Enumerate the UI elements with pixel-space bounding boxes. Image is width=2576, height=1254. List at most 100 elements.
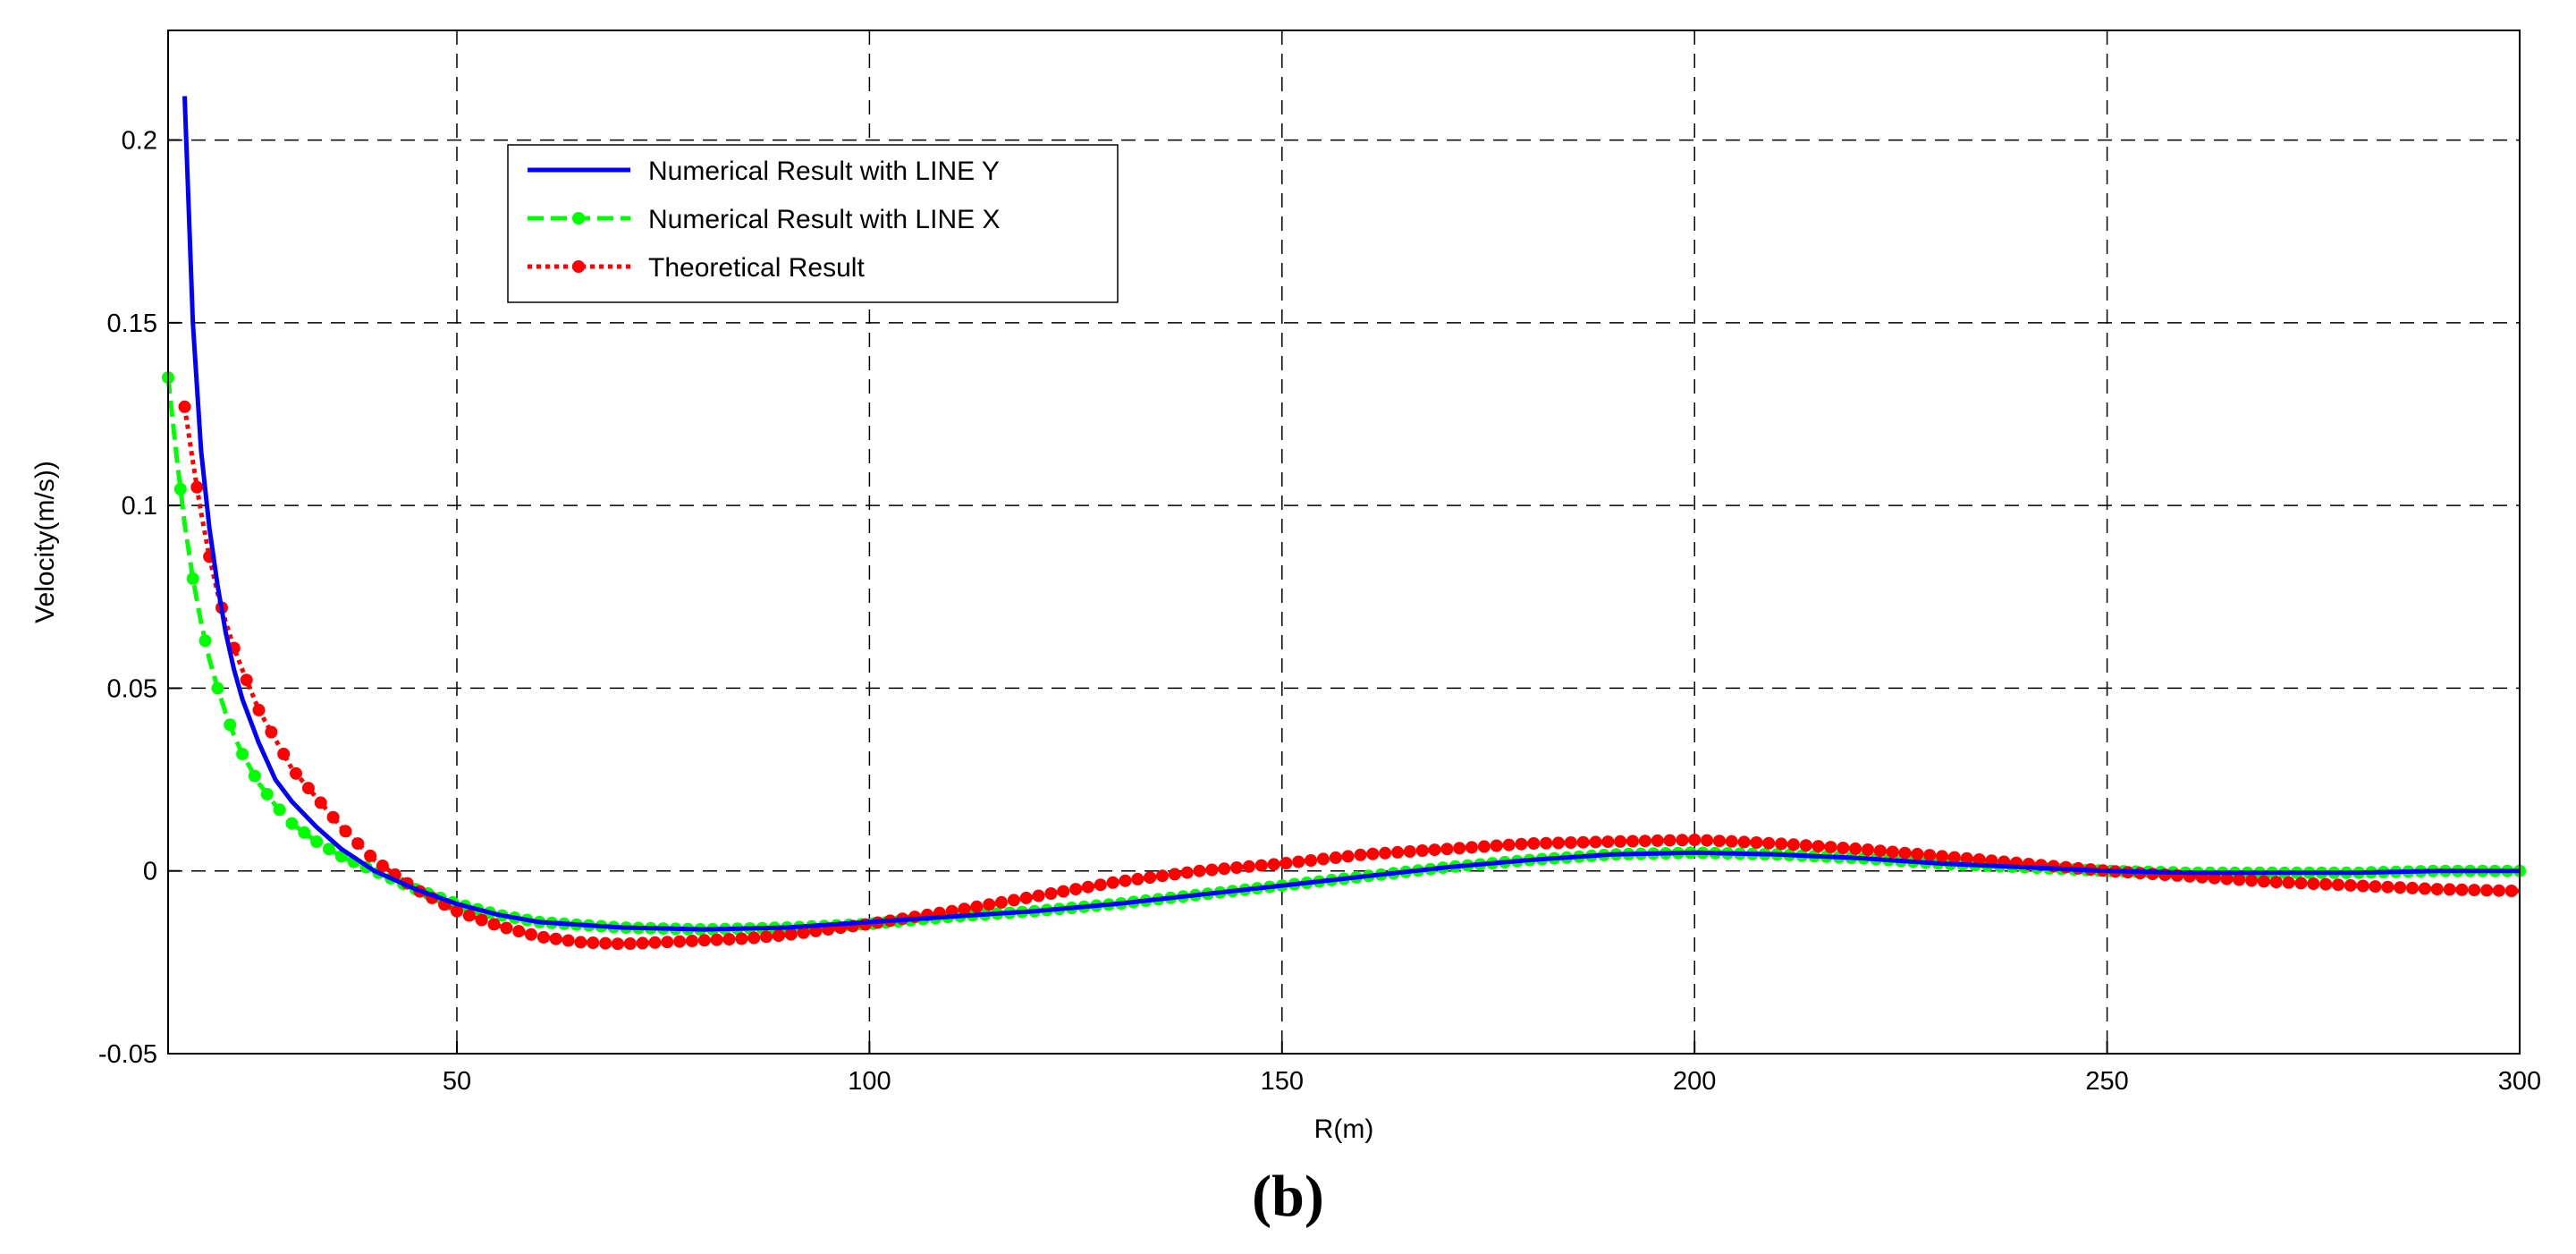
data-point-theoretical <box>1267 858 1280 871</box>
data-point-theoretical <box>1960 852 1973 865</box>
legend-entry-line-y: Numerical Result with LINE Y <box>528 157 1000 186</box>
data-point-theoretical <box>190 480 204 494</box>
x-tick-label: 100 <box>848 1067 891 1096</box>
x-tick-label: 300 <box>2498 1067 2541 1096</box>
data-point-theoretical <box>1119 874 1132 887</box>
data-point-line-x <box>211 682 224 695</box>
y-tick-label: 0.2 <box>122 127 157 156</box>
data-point-theoretical <box>1180 866 1194 879</box>
data-point-theoretical <box>1947 851 1961 864</box>
data-point-theoretical <box>983 898 996 911</box>
data-point-theoretical <box>2307 877 2320 890</box>
data-point-theoretical <box>339 825 352 838</box>
y-axis-title: Velocity(m/s)) <box>30 461 60 623</box>
data-point-theoretical <box>1873 844 1887 858</box>
data-point-theoretical <box>2332 878 2344 892</box>
data-point-theoretical <box>1601 835 1615 849</box>
x-tick-label: 50 <box>443 1067 471 1096</box>
data-point-theoretical <box>475 913 488 927</box>
data-point-theoretical <box>1527 837 1541 850</box>
data-point-theoretical <box>2394 881 2407 894</box>
data-point-theoretical <box>1515 837 1528 851</box>
data-point-theoretical <box>1551 836 1565 850</box>
legend: Numerical Result with LINE Y Numerical R… <box>507 144 1119 303</box>
data-point-theoretical <box>2294 877 2308 890</box>
data-point-line-x <box>224 718 237 732</box>
data-point-theoretical <box>2443 883 2456 896</box>
data-point-theoretical <box>2233 873 2246 886</box>
legend-entry-line-x: Numerical Result with LINE X <box>528 205 1000 234</box>
data-point-theoretical <box>623 937 637 950</box>
data-point-theoretical <box>2381 880 2394 894</box>
y-tick-label: 0 <box>143 858 157 886</box>
data-point-theoretical <box>1898 846 1912 860</box>
data-point-theoretical <box>1316 852 1330 866</box>
data-point-theoretical <box>970 900 984 913</box>
data-point-theoretical <box>995 895 1008 909</box>
data-point-theoretical <box>587 936 600 949</box>
data-point-theoretical <box>1614 835 1627 848</box>
data-point-line-x <box>273 803 286 817</box>
legend-label-line-y: Numerical Result with LINE Y <box>648 157 1000 186</box>
data-point-theoretical <box>1168 868 1181 881</box>
data-point-theoretical <box>1218 862 1231 876</box>
data-point-theoretical <box>2492 884 2505 897</box>
data-point-theoretical <box>1837 842 1850 854</box>
data-point-theoretical <box>1911 847 1924 860</box>
data-point-theoretical <box>1762 836 1776 850</box>
data-point-theoretical <box>1044 887 1058 900</box>
data-point-theoretical <box>1886 845 1899 859</box>
data-point-theoretical <box>760 930 773 944</box>
data-point-theoretical <box>562 934 575 947</box>
y-tick-label: 0.05 <box>107 674 157 703</box>
data-point-theoretical <box>1589 835 1602 849</box>
data-point-theoretical <box>772 929 785 942</box>
data-point-theoretical <box>1205 863 1219 877</box>
data-point-theoretical <box>1057 885 1070 898</box>
data-point-theoretical <box>1280 857 1293 869</box>
data-point-theoretical <box>636 936 649 950</box>
data-point-theoretical <box>1564 836 1577 849</box>
data-point-theoretical <box>747 931 761 945</box>
data-point-theoretical <box>673 935 687 948</box>
data-point-theoretical <box>1230 861 1243 874</box>
data-point-line-x <box>198 634 212 648</box>
data-point-theoretical <box>574 936 587 949</box>
legend-label-line-x: Numerical Result with LINE X <box>648 205 1000 234</box>
x-tick-label: 200 <box>1673 1067 1716 1096</box>
data-point-theoretical <box>351 837 365 851</box>
data-point-theoretical <box>1415 844 1429 857</box>
series-line-y <box>182 96 2520 932</box>
data-point-theoretical <box>722 933 736 946</box>
data-point-theoretical <box>1106 876 1119 889</box>
data-point-theoretical <box>2356 879 2369 893</box>
data-point-theoretical <box>2257 875 2270 888</box>
x-tick-label: 150 <box>1261 1067 1304 1096</box>
data-point-theoretical <box>536 930 550 944</box>
data-point-theoretical <box>2269 876 2283 889</box>
data-point-line-x <box>260 787 274 801</box>
data-point-theoretical <box>1292 855 1305 868</box>
data-point-theoretical <box>1701 834 1713 847</box>
data-point-theoretical <box>252 703 266 716</box>
data-point-theoretical <box>1305 854 1318 867</box>
x-tick-label: 250 <box>2085 1067 2128 1096</box>
data-point-theoretical <box>1366 847 1380 860</box>
data-point-theoretical <box>1651 834 1664 847</box>
data-point-line-x <box>186 572 199 585</box>
data-point-theoretical <box>1403 845 1416 858</box>
y-tick-label: 0.15 <box>107 309 157 338</box>
data-point-theoretical <box>487 918 501 931</box>
data-point-theoretical <box>648 936 662 949</box>
data-point-theoretical <box>1775 837 1788 851</box>
grid <box>168 30 2520 1054</box>
data-point-theoretical <box>1007 894 1020 907</box>
data-point-theoretical <box>1799 839 1812 852</box>
data-point-line-x <box>236 748 249 760</box>
data-point-theoretical <box>525 928 537 941</box>
data-point-theoretical <box>1440 843 1454 856</box>
data-point-theoretical <box>1341 850 1355 863</box>
data-point-theoretical <box>1676 834 1689 847</box>
data-point-theoretical <box>1812 840 1825 853</box>
